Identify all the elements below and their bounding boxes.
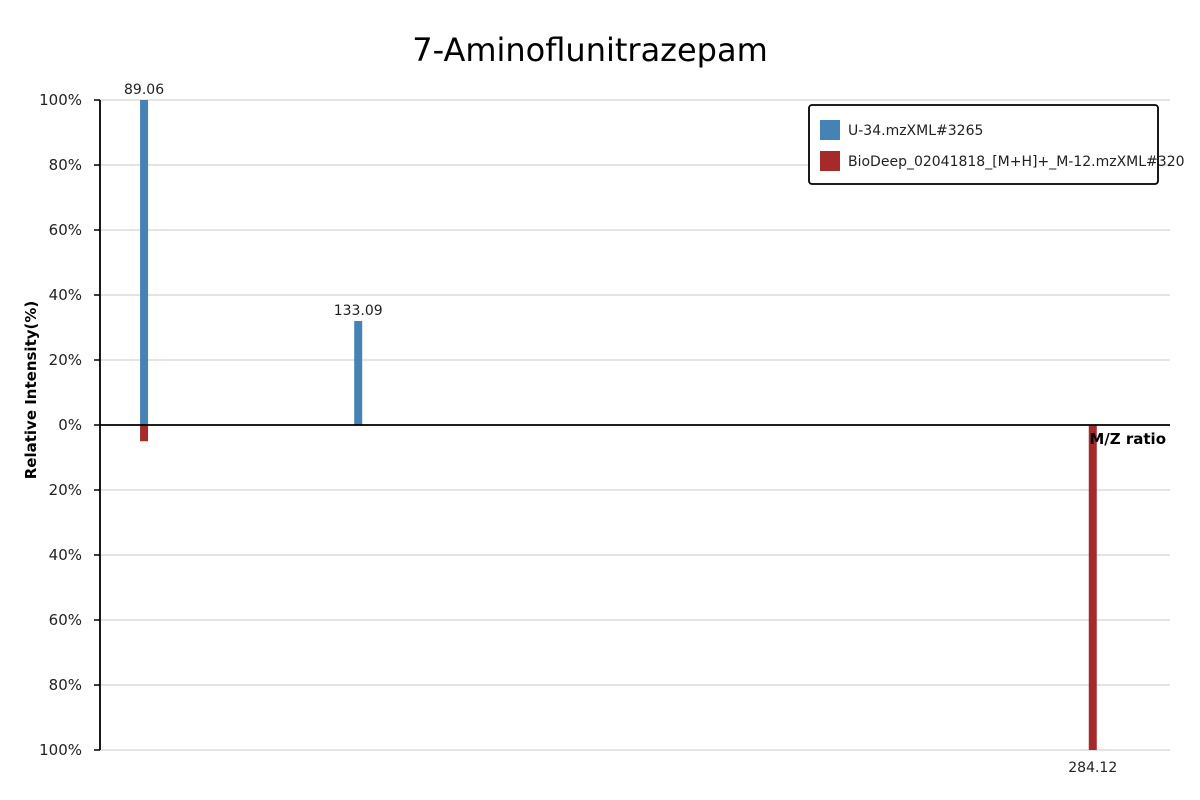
legend-box bbox=[808, 104, 1159, 185]
peak-label: 89.06 bbox=[124, 82, 164, 98]
y-tick-label: 60% bbox=[49, 221, 82, 239]
legend: U-34.mzXML#3265 BioDeep_02041818_[M+H]+_… bbox=[808, 104, 1185, 185]
library-peak-bar bbox=[140, 425, 149, 442]
y-tick-label: 100% bbox=[39, 91, 82, 109]
y-tick-label: 20% bbox=[49, 351, 82, 369]
y-tick-label: 20% bbox=[49, 481, 82, 499]
y-tick-label: 100% bbox=[39, 741, 82, 759]
reference-peak-bar bbox=[140, 100, 149, 425]
y-tick-labels: 100% 80% 60% 40% 20% 0% 20% 40% 60% 80% 100% bbox=[39, 91, 100, 759]
legend-label-reference: U-34.mzXML#3265 bbox=[848, 123, 983, 139]
y-tick-label: 60% bbox=[49, 611, 82, 629]
reference-peak-bar bbox=[354, 321, 363, 425]
chart-title: 7-Aminoflunitrazepam bbox=[412, 31, 768, 69]
y-tick-label: 40% bbox=[49, 286, 82, 304]
library-peak-bar bbox=[1088, 425, 1097, 750]
y-tick-label: 80% bbox=[49, 156, 82, 174]
peak-bars bbox=[140, 100, 1097, 750]
y-tick-label: 0% bbox=[58, 416, 82, 434]
legend-label-library: BioDeep_02041818_[M+H]+_M-12.mzXML#320 bbox=[848, 154, 1185, 170]
y-tick-label: 80% bbox=[49, 676, 82, 694]
y-axis-label: Relative Intensity(%) bbox=[22, 301, 40, 480]
peak-label: 133.09 bbox=[334, 303, 383, 319]
legend-swatch-library bbox=[820, 151, 840, 171]
peak-label: 284.12 bbox=[1068, 760, 1117, 776]
x-axis-label: M/Z ratio bbox=[1089, 430, 1166, 448]
legend-swatch-reference bbox=[820, 120, 840, 140]
peak-labels: 89.06 133.09 284.12 bbox=[124, 82, 1117, 776]
y-tick-label: 40% bbox=[49, 546, 82, 564]
